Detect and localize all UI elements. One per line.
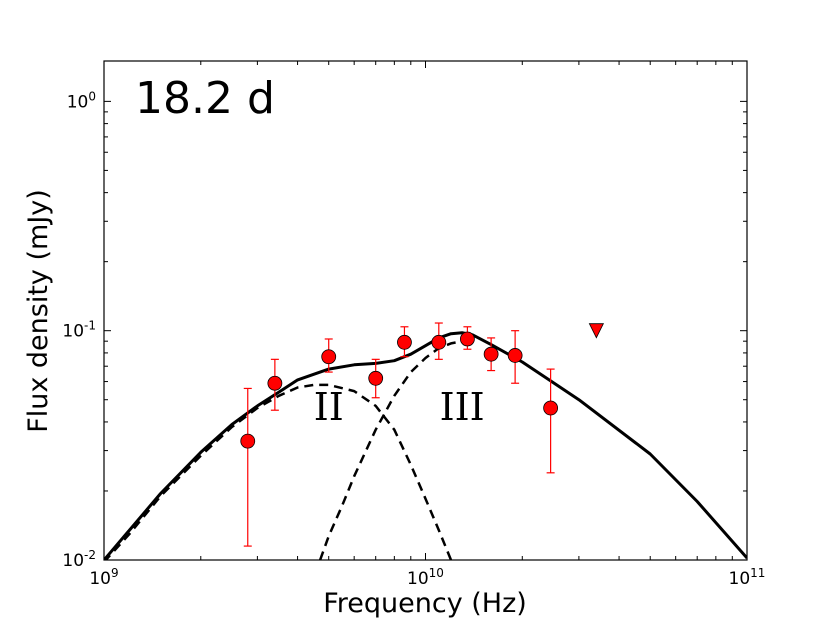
- data-point: [483, 346, 499, 362]
- data-point: [368, 370, 384, 386]
- data-point: [543, 400, 559, 416]
- y-tick-label: 100: [67, 89, 96, 112]
- x-tick-label: 1010: [407, 566, 444, 589]
- plot-frame: [103, 60, 748, 561]
- y-axis-title: Flux density (mJy): [23, 189, 54, 433]
- data-point: [240, 433, 256, 449]
- data-point: [267, 375, 283, 391]
- component-curve-2: [318, 339, 463, 560]
- epoch-label: 18.2 d: [135, 73, 275, 124]
- data-point: [321, 349, 337, 365]
- data-point: [397, 334, 412, 350]
- x-axis-title: Frequency (Hz): [323, 588, 527, 619]
- data-points: [240, 322, 605, 547]
- component-curve-1: [104, 383, 453, 560]
- axis-ticks: 109 1010 1011 10-2 10-1 100: [62, 61, 765, 589]
- data-point: [507, 348, 523, 363]
- total-model-curve: [104, 331, 747, 560]
- model-curves: [104, 331, 747, 560]
- y-tick-label: 10-1: [62, 319, 96, 342]
- data-point: [460, 331, 475, 347]
- component-labels: II III: [314, 385, 485, 429]
- component-label: II: [314, 385, 344, 429]
- upper-limit-marker: [588, 323, 605, 339]
- y-tick-label: 10-2: [62, 548, 96, 571]
- component-label: III: [440, 385, 485, 429]
- data-point: [431, 334, 447, 350]
- x-tick-label: 109: [89, 566, 118, 589]
- x-tick-label: 1011: [729, 566, 766, 589]
